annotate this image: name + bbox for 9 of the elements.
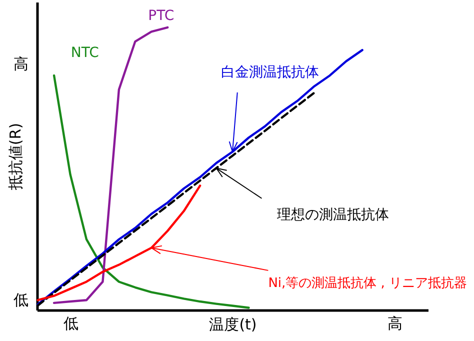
series-label: PTC bbox=[148, 8, 174, 24]
text: 理想の測温抵抗体 bbox=[277, 207, 390, 224]
text: Ni,等の測温抵抗体 , リニア抵抗器 bbox=[268, 276, 468, 292]
y-axis-title: 抵抗値(R) bbox=[6, 122, 24, 192]
series-label: NTC bbox=[70, 44, 100, 61]
text: 高 bbox=[14, 55, 28, 74]
series-label: 白金測温抵抗体 bbox=[220, 64, 319, 81]
text: 低 bbox=[14, 291, 28, 310]
x-axis-title: 温度(t) bbox=[209, 316, 257, 334]
